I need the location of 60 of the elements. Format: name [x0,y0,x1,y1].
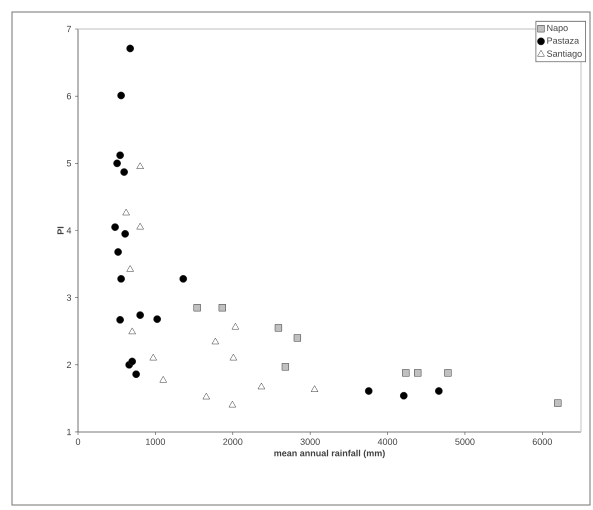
y-tick-label: 7 [66,26,72,32]
point [159,376,167,383]
point [212,338,220,344]
point [194,304,201,312]
point [294,334,302,342]
point [218,304,226,312]
point [116,151,124,160]
y-tick-label: 3 [66,294,72,301]
point [126,265,134,272]
y-tick-label: 6 [66,92,72,100]
y-tick-label: 2 [66,362,72,368]
x-tick-label: 0 [76,438,80,445]
point [310,385,318,392]
point [136,311,144,319]
point [128,358,136,366]
x-tick-label: 1000 [146,438,166,445]
y-tick-label: 5 [66,160,72,166]
point [150,354,157,360]
point [232,322,240,330]
x-tick-label: 2000 [223,438,242,445]
point [202,392,210,400]
point [113,159,121,168]
x-axis-title: mean annual rainfall (mm) [274,450,385,458]
point [132,370,140,378]
point [402,369,410,377]
point [364,387,373,395]
point [179,275,188,283]
legend-label: Pastaza [547,38,580,44]
y-tick-label: 1 [67,428,72,436]
point [153,315,162,323]
x-tick-label: 4000 [378,438,398,445]
x-tick-label: 5000 [455,438,475,445]
point [258,382,266,390]
point [114,248,122,256]
point [136,162,144,169]
point [117,275,125,283]
point [126,44,134,52]
point [282,363,290,370]
point [554,399,562,407]
y-axis-title: PI [57,226,64,234]
point [444,369,452,377]
x-tick-label: 6000 [532,438,552,445]
point [121,230,129,238]
y-tick-label: 4 [66,227,72,234]
legend-label: Santiago [547,50,582,59]
point [274,324,282,332]
point [400,392,408,400]
point [117,92,125,100]
point [120,168,128,176]
point [111,223,119,231]
point [136,222,144,230]
point [128,328,136,334]
point [434,387,443,395]
legend-label: Napo [547,24,568,33]
point [122,208,130,216]
point [414,369,422,377]
point [116,316,124,324]
point [230,354,238,360]
x-tick-label: 3000 [300,438,320,445]
point [228,400,236,408]
